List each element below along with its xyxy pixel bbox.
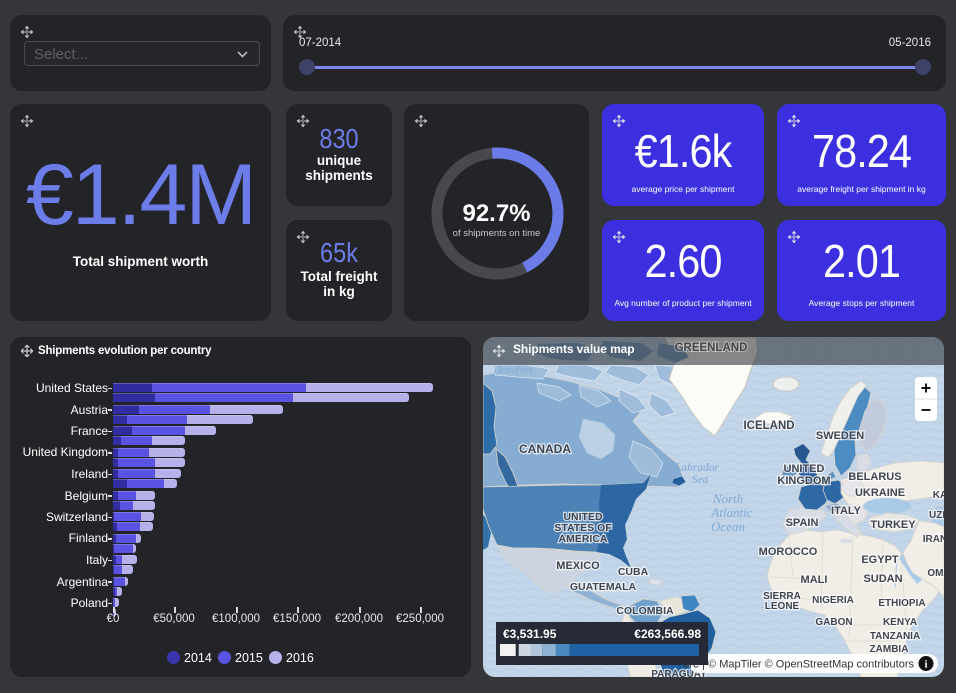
svg-text:SWEDEN: SWEDEN [816,430,864,442]
svg-text:€3,531.95: €3,531.95 [503,627,557,641]
svg-text:Beaufort: Beaufort [494,364,533,376]
svg-text:Atlantic: Atlantic [710,505,752,520]
svg-text:GREENLAND: GREENLAND [675,342,748,354]
svg-text:SUDAN: SUDAN [863,573,902,585]
svg-text:€263,566.98: €263,566.98 [634,627,701,641]
svg-text:Ocean: Ocean [711,519,745,534]
svg-text:SIERRA: SIERRA [763,591,801,602]
svg-text:KA: KA [933,490,944,501]
svg-text:AMERICA: AMERICA [559,533,608,545]
svg-text:bre | © MapTiler © OpenStreetM: bre | © MapTiler © OpenStreetMap contrib… [683,659,914,671]
svg-text:MALI: MALI [801,574,828,586]
svg-text:TURKEY: TURKEY [870,519,916,531]
svg-text:SPAIN: SPAIN [786,517,819,529]
svg-text:EGYPT: EGYPT [861,554,899,566]
svg-text:UKRAINE: UKRAINE [855,487,905,499]
svg-text:ZAMBIA: ZAMBIA [870,644,909,655]
svg-text:KENYA: KENYA [883,617,917,628]
svg-text:KINGDOM: KINGDOM [777,475,830,487]
svg-text:OMA: OMA [927,568,944,579]
svg-text:COLOMBIA: COLOMBIA [616,605,674,617]
svg-text:Labrador: Labrador [674,462,720,474]
svg-text:UNITED: UNITED [563,511,603,523]
svg-text:Sea: Sea [505,376,521,388]
svg-text:CANADA: CANADA [519,442,571,456]
svg-text:ICELAND: ICELAND [743,420,794,432]
svg-text:LEONE: LEONE [765,601,800,612]
svg-text:ITALY: ITALY [831,505,862,517]
svg-text:GUATEMALA: GUATEMALA [570,581,637,593]
svg-text:PARAGUAY: PARAGUAY [651,669,707,677]
svg-text:MOROCCO: MOROCCO [759,546,818,558]
svg-text:CUBA: CUBA [618,566,649,578]
svg-text:UZE: UZE [929,510,944,521]
svg-text:TANZANIA: TANZANIA [870,631,920,642]
svg-text:STATES OF: STATES OF [554,522,612,534]
svg-text:North: North [712,491,743,506]
svg-text:GABON: GABON [815,617,852,628]
svg-text:IRAN: IRAN [923,534,944,545]
svg-text:MEXICO: MEXICO [556,560,600,572]
svg-text:UNITED: UNITED [784,463,825,475]
svg-text:BELARUS: BELARUS [848,471,901,483]
svg-text:ETHIOPIA: ETHIOPIA [878,598,925,609]
svg-text:NIGERIA: NIGERIA [812,595,854,606]
svg-text:Sea: Sea [692,474,709,486]
svg-text:i: i [924,659,927,671]
